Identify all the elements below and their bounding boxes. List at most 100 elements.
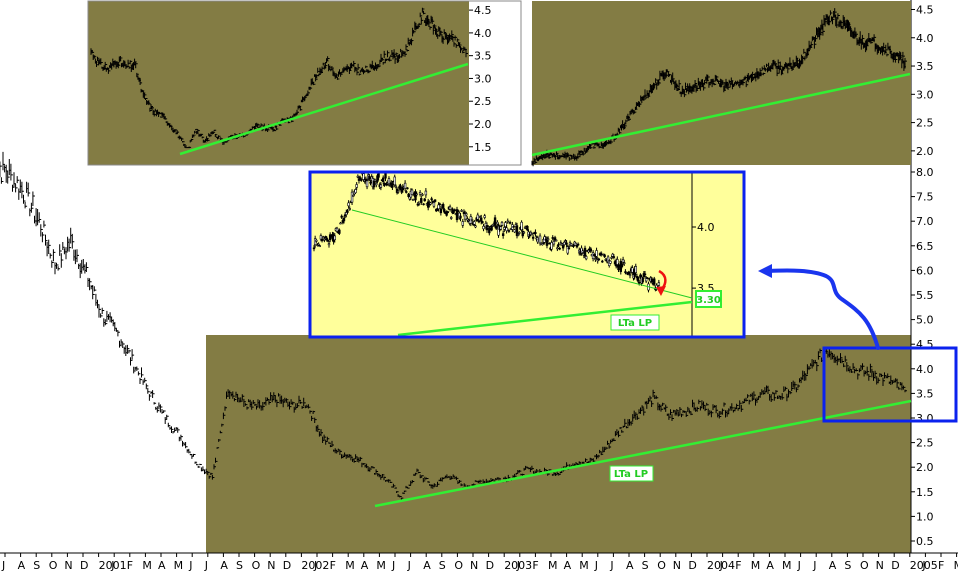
inset-top-left: 4.5 4.0 3.5 3.0 2.5 2.0 1.5	[87, 0, 522, 166]
main-x-tick-label: N	[470, 559, 478, 572]
inset-zoom-candle-body	[410, 189, 414, 195]
inset-zoom-candle-body	[561, 245, 565, 249]
main-y-tick-label: 2.5	[916, 437, 934, 450]
inset-zoom-candle-body	[381, 177, 385, 182]
inset-zoom-candle-body	[477, 220, 481, 223]
inset-top-right-y-tick-label: 3.0	[916, 88, 934, 101]
inset-zoom-candle-body	[616, 259, 619, 265]
main-x-tick-label: M	[579, 559, 589, 572]
main-y-tick-label: 2.0	[916, 461, 934, 474]
inset-zoom-candle-body	[595, 250, 598, 257]
inset-zoom-candle-body	[560, 243, 564, 246]
inset-top-right-y-tick-label: 3.5	[916, 60, 934, 73]
inset-zoom-candle-body	[420, 198, 423, 203]
inset-zoom-candle-body	[556, 247, 559, 250]
inset-zoom-candle-body	[433, 199, 437, 202]
inset-zoom-candle-body	[583, 247, 587, 256]
inset-zoom-candle-body	[603, 254, 606, 258]
inset-zoom-candle-body	[375, 183, 378, 186]
main-x-tick-label: J	[1, 559, 5, 572]
blue-pointer-arrow-head	[758, 264, 772, 278]
inset-zoom-candle-body	[461, 221, 464, 226]
inset-zoom-candle-body	[406, 187, 409, 190]
main-x-tick-label: J	[594, 559, 598, 572]
main-x-tick-label: D	[80, 559, 88, 572]
main-x-tick-label: J	[812, 559, 816, 572]
inset-zoom-candle-body	[387, 178, 391, 185]
inset-zoom-thin-trendline	[351, 209, 693, 299]
inset-top-left-axis-bg	[469, 1, 521, 165]
inset-zoom-candle-body	[407, 193, 410, 197]
main-x-tick-label: O	[49, 559, 58, 572]
inset-zoom-candle-body	[415, 193, 418, 196]
main-y-tick-label: 7.0	[916, 215, 934, 228]
inset-zoom-candle-body	[470, 219, 474, 221]
inset-zoom-candle-body	[394, 185, 398, 188]
inset-zoom-panel	[310, 172, 744, 337]
inset-zoom-candle-body	[657, 282, 661, 286]
inset-zoom-candle-body	[438, 203, 441, 206]
inset-zoom-candle-body	[369, 181, 372, 184]
inset-zoom-candle-body	[352, 195, 355, 197]
inset-zoom-candle-body	[594, 258, 597, 260]
inset-top-right-price-bars	[531, 8, 907, 167]
main-price-series-white	[0, 151, 206, 475]
inset-zoom-candle-body	[465, 213, 468, 216]
inset-zoom-candle-body	[496, 221, 499, 225]
inset-zoom-candle-body	[339, 222, 342, 225]
inset-zoom-candle-body	[538, 235, 542, 244]
inset-zoom-candle-body	[325, 237, 328, 240]
inset-zoom-candle-body	[411, 199, 415, 201]
main-price-series-olive	[206, 347, 907, 500]
inset-zoom-candle-body	[516, 234, 520, 236]
inset-zoom-candle-body	[319, 235, 323, 240]
main-x-tick-label: 2001	[99, 559, 127, 572]
inset-top-left-y-tick-label: 3.0	[474, 72, 492, 85]
inset-zoom-border	[308, 170, 746, 339]
inset-zoom-candle-body	[488, 228, 491, 234]
inset-zoom-candle-body	[584, 256, 588, 260]
main-x-tick-label: O	[657, 559, 666, 572]
inset-zoom-candle-body	[460, 210, 463, 212]
main-x-tick-label: A	[564, 559, 572, 572]
main-y-tick-label: 5.0	[916, 314, 934, 327]
main-x-tick-label: J	[516, 559, 520, 572]
main-trend-label: LTa LP	[609, 465, 654, 482]
inset-top-right-y-tick-label: 2.5	[916, 117, 934, 130]
inset-zoom-candle-body	[423, 198, 426, 202]
main-x-tick-label: M	[782, 559, 792, 572]
inset-zoom-candle-body	[313, 238, 317, 246]
inset-zoom-candle-body	[550, 242, 553, 250]
inset-zoom-candle-body	[552, 240, 556, 245]
inset-zoom-candle-body	[338, 229, 341, 234]
main-y-ticks: 8.07.57.06.56.05.55.04.54.03.53.02.52.01…	[911, 166, 934, 548]
inset-zoom-candle-body	[455, 209, 459, 221]
main-x-tick-label: 2004	[707, 559, 735, 572]
main-x-tick-label: J	[110, 559, 114, 572]
inset-zoom-candle-body	[612, 256, 616, 258]
main-x-tick-label: A	[626, 559, 634, 572]
inset-zoom-candle-body	[621, 259, 625, 263]
inset-zoom-candle-body	[563, 241, 566, 246]
inset-zoom-candle-body	[482, 225, 485, 230]
inset-zoom-red-arrow-head	[656, 286, 666, 296]
main-x-tick-label: J	[609, 559, 613, 572]
inset-zoom-candle-body	[601, 260, 604, 263]
inset-zoom-candle-body	[593, 254, 596, 257]
inset-zoom-candle-body	[362, 173, 365, 180]
inset-zoom-candle-body	[320, 238, 324, 241]
inset-zoom-candle-body	[653, 278, 656, 285]
inset-zoom-candle-body	[503, 227, 506, 230]
inset-zoom-candle-body	[620, 264, 624, 268]
main-x-tick-label: J	[407, 559, 411, 572]
inset-zoom-candle-body	[322, 236, 325, 239]
inset-zoom-candle-body	[446, 211, 449, 213]
inset-zoom-price-series	[312, 173, 662, 293]
inset-zoom-candle-body	[432, 202, 436, 207]
inset-zoom-candle-body	[483, 215, 486, 218]
inset-zoom-candle-body	[548, 242, 551, 245]
inset-zoom-candle-body	[372, 180, 376, 188]
inset-zoom-candle-body	[515, 225, 519, 236]
inset-zoom-candle-body	[609, 260, 612, 264]
inset-zoom-candle-body	[436, 208, 439, 211]
